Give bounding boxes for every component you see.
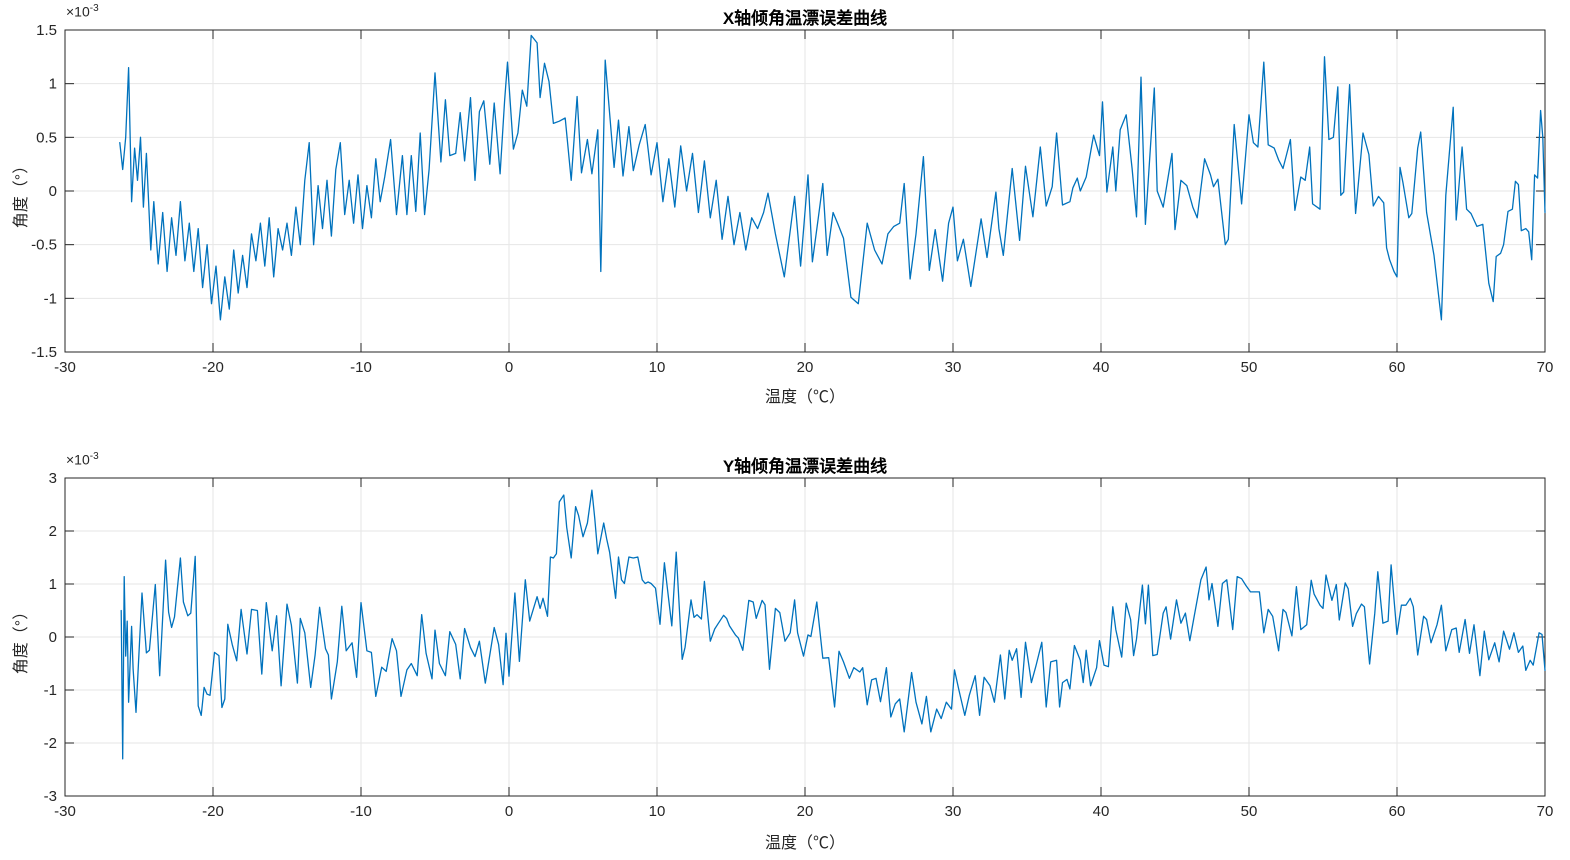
x-axis-label-y-chart: 温度（℃） — [764, 835, 845, 852]
y-tick-label: 0 — [49, 629, 57, 646]
y-tick-label: 1.5 — [36, 22, 57, 39]
x-tick-label: 60 — [1389, 803, 1406, 820]
x-tick-label: 40 — [1093, 803, 1110, 820]
x-tilt-chart-canvas: -30 -20 -10 0 10 20 30 40 50 60 70 -1.5 -1 -0.5 0 0.5 1 1… — [31, 22, 1554, 376]
y-axis-multiplier-x-chart: ×10-3 — [66, 3, 99, 20]
multiplier-exponent: -3 — [89, 3, 99, 14]
x-tick-label: 70 — [1537, 803, 1554, 820]
y-tick-label: 1 — [49, 576, 57, 593]
y-tick-label: 2 — [49, 523, 57, 540]
y-tick-label: -1 — [44, 290, 57, 307]
x-tick-label: -30 — [54, 803, 76, 820]
y-axis-multiplier-y-chart: ×10-3 — [66, 451, 99, 468]
y-axis-label-y-chart: 角度（°） — [13, 603, 30, 675]
x-tick-label: 20 — [797, 803, 814, 820]
chart-title-y-tilt: Y轴倾角温漂误差曲线 — [722, 457, 888, 476]
x-tick-label: 30 — [945, 359, 962, 376]
x-tick-label: -10 — [350, 803, 372, 820]
multiplier-base: ×10 — [66, 451, 90, 468]
x-tilt-curve-line — [119, 34, 1546, 321]
y-tick-label: -2 — [44, 735, 57, 752]
x-tick-label: 50 — [1241, 803, 1258, 820]
x-tick-label: 0 — [505, 803, 513, 820]
y-tick-label: -0.5 — [31, 237, 57, 254]
x-tick-label: 50 — [1241, 359, 1258, 376]
x-tick-label: -10 — [350, 359, 372, 376]
y-tick-label: 0 — [49, 183, 57, 200]
chart-title-x-tilt: X轴倾角温漂误差曲线 — [722, 9, 888, 28]
y-tilt-curve-line — [120, 489, 1546, 760]
y-tick-label: 0.5 — [36, 129, 57, 146]
multiplier-exponent: -3 — [89, 451, 99, 462]
x-tick-label: 30 — [945, 803, 962, 820]
y-tick-label: 1 — [49, 76, 57, 93]
y-tick-label: -1.5 — [31, 344, 57, 361]
multiplier-base: ×10 — [66, 3, 90, 20]
x-tick-label: -20 — [202, 803, 224, 820]
y-tick-label: 3 — [49, 470, 57, 487]
x-tick-label: 0 — [505, 359, 513, 376]
x-tick-label: 10 — [649, 803, 666, 820]
y-axis-label-x-chart: 角度（°） — [13, 157, 30, 229]
x-tick-label: -20 — [202, 359, 224, 376]
y-tick-label: -3 — [44, 788, 57, 805]
y-tick-label: -1 — [44, 682, 57, 699]
x-tick-label: -30 — [54, 359, 76, 376]
x-tick-label: 10 — [649, 359, 666, 376]
x-tick-label: 20 — [797, 359, 814, 376]
x-tick-label: 60 — [1389, 359, 1406, 376]
x-tick-label: 70 — [1537, 359, 1554, 376]
x-tick-label: 40 — [1093, 359, 1110, 376]
x-axis-label-x-chart: 温度（℃） — [764, 389, 845, 406]
